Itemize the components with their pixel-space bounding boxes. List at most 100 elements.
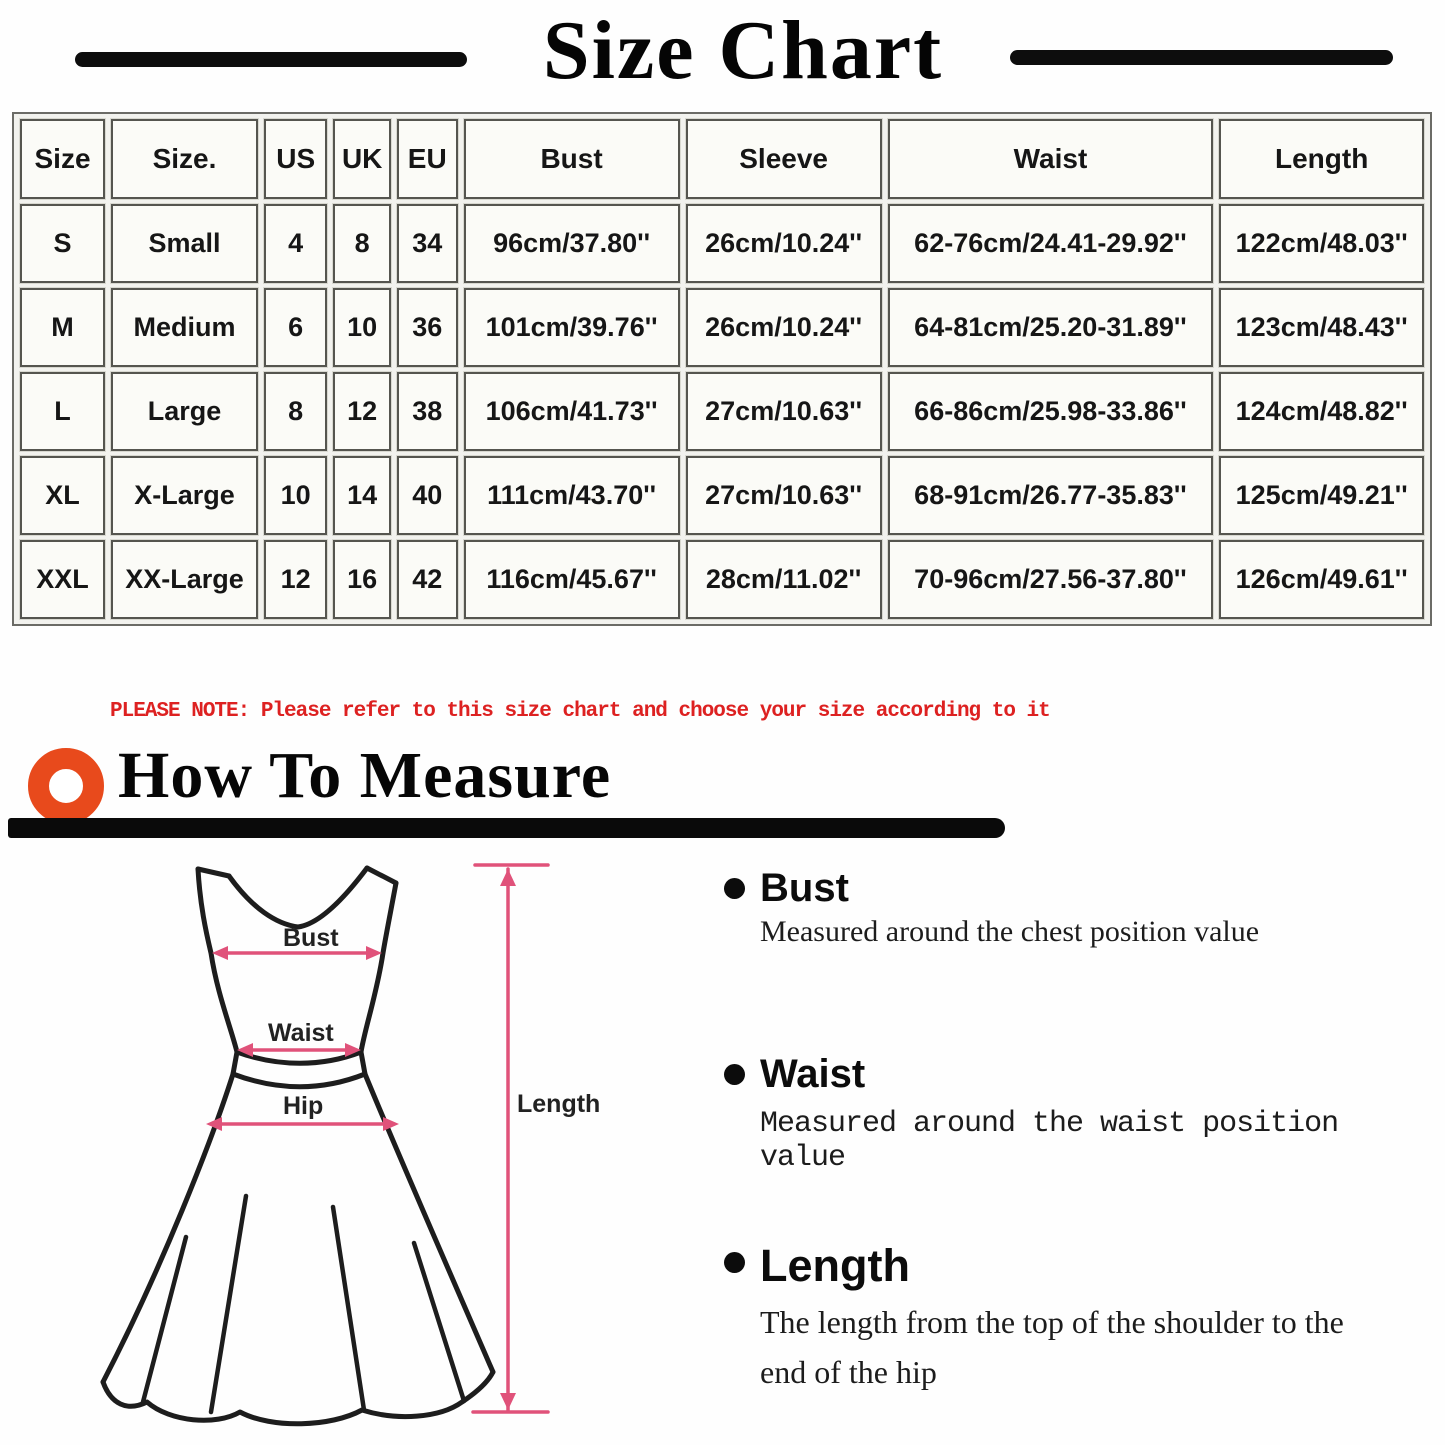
size-cell: 126cm/49.61'' xyxy=(1219,540,1424,619)
size-cell: 123cm/48.43'' xyxy=(1219,288,1424,367)
ring-bullet-icon xyxy=(28,748,104,824)
dress-belt-bottom xyxy=(230,1071,368,1090)
title-section: Size Chart xyxy=(0,0,1445,112)
size-cell: 70-96cm/27.56-37.80'' xyxy=(887,540,1214,619)
dress-pleat-line xyxy=(330,1204,367,1413)
size-cell: 12 xyxy=(263,540,328,619)
title-rule-right xyxy=(1010,50,1393,65)
column-header-sizename: Size. xyxy=(111,119,258,199)
size-cell: 62-76cm/24.41-29.92'' xyxy=(887,204,1214,283)
size-cell: 68-91cm/26.77-35.83'' xyxy=(887,456,1214,535)
size-cell: 10 xyxy=(263,456,328,535)
size-cell: 36 xyxy=(397,288,458,367)
size-cell: 16 xyxy=(333,540,391,619)
column-header-uk: UK xyxy=(333,119,391,199)
dress-skirt-left xyxy=(100,1071,236,1385)
title-rule-left xyxy=(75,52,467,67)
dress-pleat-line xyxy=(411,1240,467,1404)
table-row: S Small 4 8 34 96cm/37.80'' 26cm/10.24''… xyxy=(20,204,1424,283)
measure-item-label: Waist xyxy=(760,1052,866,1096)
size-cell: 40 xyxy=(397,456,458,535)
heading-underline-bar xyxy=(8,818,1005,838)
size-cell: 14 xyxy=(333,456,391,535)
column-header-sleeve: Sleeve xyxy=(685,119,882,199)
size-cell: Large xyxy=(111,372,258,451)
table-header-row: Size Size. US UK EU Bust Sleeve Waist Le… xyxy=(20,119,1424,199)
measure-item-description: The length from the top of the shoulder … xyxy=(760,1304,1344,1390)
size-cell: 101cm/39.76'' xyxy=(463,288,680,367)
bust-arrowhead-right xyxy=(366,946,382,960)
size-cell: 10 xyxy=(333,288,391,367)
size-cell: XX-Large xyxy=(111,540,258,619)
size-cell: 12 xyxy=(333,372,391,451)
bust-diagram-label: Bust xyxy=(283,924,339,952)
dress-belt-top xyxy=(234,1049,364,1066)
size-cell: 125cm/49.21'' xyxy=(1219,456,1424,535)
measure-item-length: Length The length from the top of the sh… xyxy=(712,1240,1412,1397)
size-cell: 122cm/48.03'' xyxy=(1219,204,1424,283)
size-table: Size Size. US UK EU Bust Sleeve Waist Le… xyxy=(12,112,1432,626)
measure-item-label: Length xyxy=(760,1240,910,1291)
page-title: Size Chart xyxy=(542,4,944,97)
hip-arrowhead-left xyxy=(206,1117,222,1131)
waist-arrowhead-left xyxy=(237,1043,253,1057)
length-diagram-label: Length xyxy=(517,1090,600,1118)
size-cell: 38 xyxy=(397,372,458,451)
size-cell: XL xyxy=(20,456,106,535)
table-row: L Large 8 12 38 106cm/41.73'' 27cm/10.63… xyxy=(20,372,1424,451)
size-cell: 27cm/10.63'' xyxy=(685,456,882,535)
size-cell: Medium xyxy=(111,288,258,367)
size-cell: 111cm/43.70'' xyxy=(463,456,680,535)
waist-arrowhead-right xyxy=(345,1043,361,1057)
length-arrowhead-up xyxy=(500,869,516,886)
size-cell: L xyxy=(20,372,106,451)
column-header-us: US xyxy=(263,119,328,199)
dress-right-strap xyxy=(364,865,399,886)
size-cell: 26cm/10.24'' xyxy=(685,288,882,367)
size-note: PLEASE NOTE: Please refer to this size c… xyxy=(110,700,1051,723)
size-cell: 8 xyxy=(333,204,391,283)
how-to-measure-title: How To Measure xyxy=(118,739,612,812)
dress-left-strap xyxy=(195,866,232,879)
size-cell: 26cm/10.24'' xyxy=(685,204,882,283)
size-cell: 34 xyxy=(397,204,458,283)
dress-diagram: Bust Waist Hip Length xyxy=(100,863,600,1427)
dress-pleat-line xyxy=(140,1234,189,1405)
dress-skirt-right xyxy=(362,1071,496,1375)
size-cell: 124cm/48.82'' xyxy=(1219,372,1424,451)
measure-item-description: Measured around the chest position value xyxy=(760,915,1260,948)
size-cell: 8 xyxy=(263,372,328,451)
measure-item-bust: Bust Measured around the chest position … xyxy=(712,866,1412,949)
measure-item-label: Bust xyxy=(760,866,849,910)
size-cell: S xyxy=(20,204,106,283)
dress-pleat-line xyxy=(208,1193,249,1415)
size-cell: 28cm/11.02'' xyxy=(685,540,882,619)
size-cell: X-Large xyxy=(111,456,258,535)
size-cell: 116cm/45.67'' xyxy=(463,540,680,619)
column-header-eu: EU xyxy=(397,119,458,199)
size-cell: 106cm/41.73'' xyxy=(463,372,680,451)
size-cell: 6 xyxy=(263,288,328,367)
table-row: XL X-Large 10 14 40 111cm/43.70'' 27cm/1… xyxy=(20,456,1424,535)
dress-belt-left xyxy=(230,1049,240,1077)
bullet-dot-icon xyxy=(724,1064,745,1085)
dress-left-side xyxy=(195,866,240,1055)
size-cell: 27cm/10.63'' xyxy=(685,372,882,451)
dress-neckline xyxy=(226,865,370,930)
size-cell: M xyxy=(20,288,106,367)
size-cell: 96cm/37.80'' xyxy=(463,204,680,283)
bullet-dot-icon xyxy=(724,1252,745,1273)
measure-item-description: Measured around the waist position value xyxy=(760,1107,1339,1175)
size-cell: 64-81cm/25.20-31.89'' xyxy=(887,288,1214,367)
bust-arrowhead-left xyxy=(212,946,228,960)
bullet-dot-icon xyxy=(724,878,745,899)
size-cell: 66-86cm/25.98-33.86'' xyxy=(887,372,1214,451)
dress-hem xyxy=(100,1369,496,1427)
dress-belt-right xyxy=(358,1049,368,1077)
column-header-bust: Bust xyxy=(463,119,680,199)
dress-right-side xyxy=(358,880,399,1055)
table-row: M Medium 6 10 36 101cm/39.76'' 26cm/10.2… xyxy=(20,288,1424,367)
column-header-length: Length xyxy=(1219,119,1424,199)
size-cell: Small xyxy=(111,204,258,283)
